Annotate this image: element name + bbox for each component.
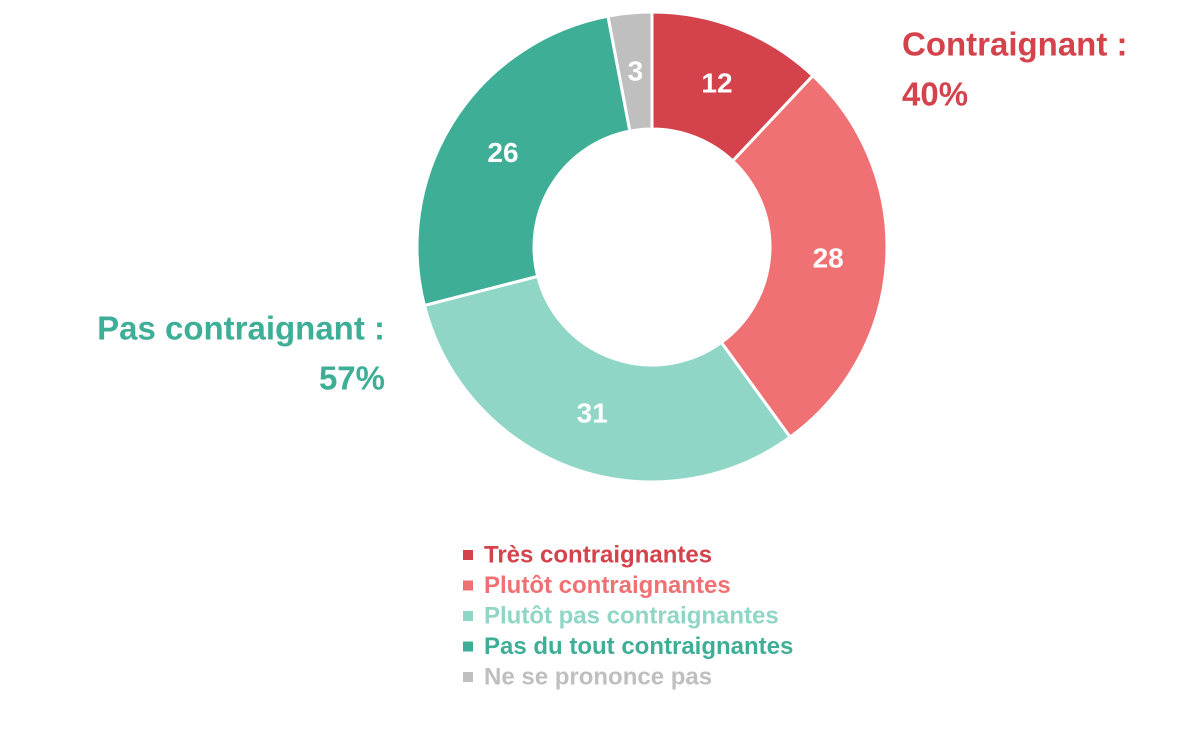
data-label: 28 — [813, 242, 844, 273]
slice — [719, 73, 889, 440]
annotation: Pas contraignant : — [97, 310, 385, 347]
annotation: Contraignant : — [902, 26, 1127, 63]
data-label: 31 — [577, 397, 608, 428]
legend-swatch — [463, 611, 473, 621]
slice — [415, 14, 632, 308]
legend-label: Plutôt contraignantes — [484, 572, 731, 599]
data-label: 26 — [487, 137, 518, 168]
legend-swatch — [463, 641, 473, 652]
annotation: 40% — [902, 76, 968, 113]
legend-swatch — [463, 580, 473, 591]
slice — [606, 10, 654, 133]
legend-label: Très contraignantes — [484, 541, 712, 568]
legend-swatch — [463, 550, 473, 560]
legend-label: Pas du tout contraignantes — [484, 633, 793, 660]
legend-swatch — [463, 672, 473, 682]
data-label: 3 — [628, 56, 644, 87]
slice — [422, 274, 793, 484]
annotation: 57% — [319, 360, 385, 397]
data-label: 12 — [701, 67, 732, 98]
legend-label: Plutôt pas contraignantes — [484, 602, 779, 629]
legend-label: Ne se prononce pas — [484, 663, 712, 690]
